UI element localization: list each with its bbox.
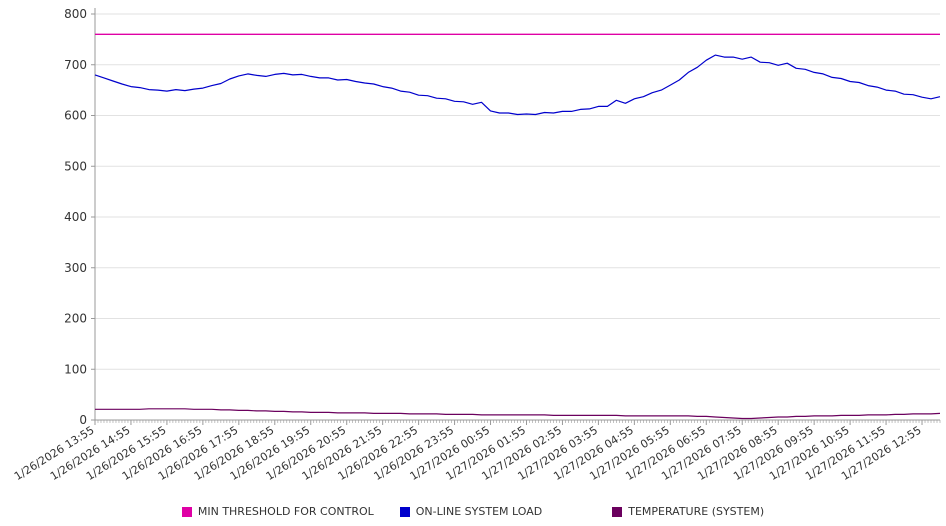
svg-text:300: 300	[64, 261, 87, 275]
legend-item-min-threshold: MIN THRESHOLD FOR CONTROL	[181, 505, 374, 518]
min-threshold-swatch-icon	[181, 506, 192, 517]
legend-item-temperature: TEMPERATURE (SYSTEM)	[612, 505, 764, 518]
legend-label-min-threshold: MIN THRESHOLD FOR CONTROL	[197, 505, 374, 518]
svg-text:400: 400	[64, 210, 87, 224]
svg-text:0: 0	[79, 413, 87, 427]
system-load-swatch-icon	[399, 506, 410, 517]
svg-text:800: 800	[64, 7, 87, 21]
legend-item-system-load: ON-LINE SYSTEM LOAD	[399, 505, 543, 518]
svg-text:200: 200	[64, 312, 87, 326]
svg-text:700: 700	[64, 58, 87, 72]
temperature-swatch-icon	[612, 506, 623, 517]
chart-legend: MIN THRESHOLD FOR CONTROL ON-LINE SYSTEM…	[0, 505, 946, 518]
legend-label-temperature: TEMPERATURE (SYSTEM)	[628, 505, 765, 518]
svg-text:500: 500	[64, 159, 87, 173]
legend-label-system-load: ON-LINE SYSTEM LOAD	[415, 505, 543, 518]
svg-text:600: 600	[64, 109, 87, 123]
svg-text:100: 100	[64, 362, 87, 376]
